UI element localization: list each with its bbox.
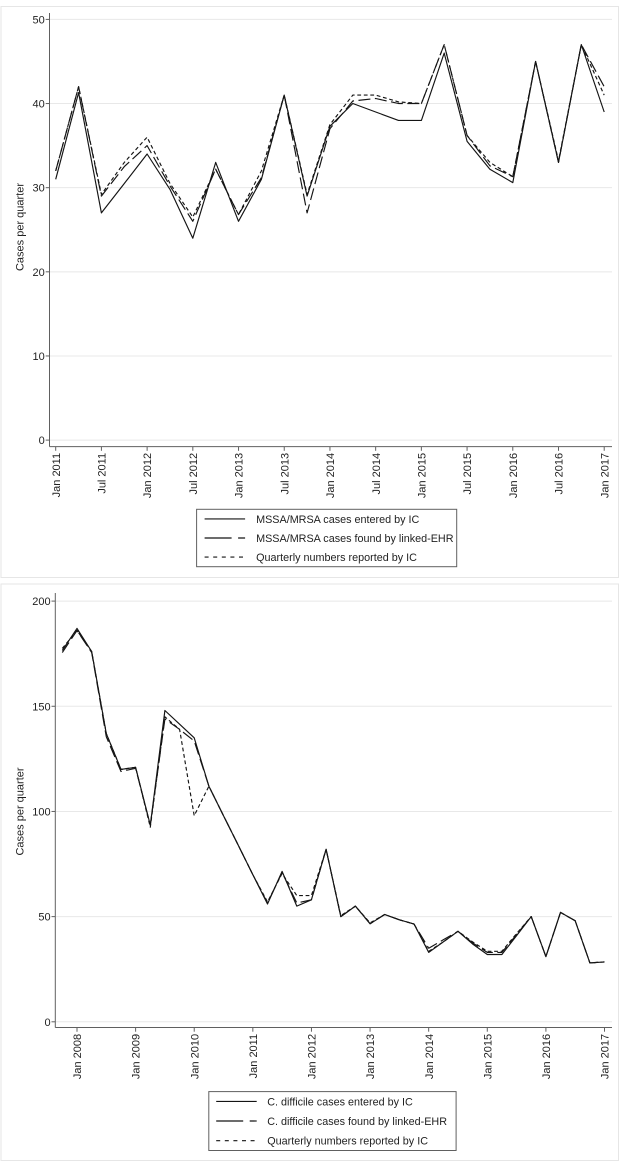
svg-text:Jan 2010: Jan 2010: [189, 1034, 201, 1079]
svg-text:0: 0: [44, 1017, 50, 1029]
svg-text:150: 150: [32, 701, 50, 713]
svg-text:Jul 2011: Jul 2011: [97, 453, 109, 494]
svg-text:Quarterly numbers reported by: Quarterly numbers reported by IC: [267, 1136, 428, 1148]
svg-text:Jul 2015: Jul 2015: [462, 453, 474, 495]
svg-text:Jan 2014: Jan 2014: [325, 453, 337, 498]
svg-text:Jan 2012: Jan 2012: [307, 1034, 319, 1079]
svg-text:Jan 2011: Jan 2011: [51, 453, 63, 497]
svg-text:Jul 2012: Jul 2012: [188, 453, 200, 495]
svg-text:20: 20: [33, 267, 45, 279]
svg-text:Cases per quarter: Cases per quarter: [14, 183, 26, 271]
svg-text:50: 50: [33, 14, 45, 26]
svg-text:Jan 2015: Jan 2015: [482, 1034, 494, 1079]
svg-text:Jan 2013: Jan 2013: [365, 1034, 377, 1079]
svg-text:Jul 2013: Jul 2013: [279, 453, 291, 495]
svg-text:Jan 2008: Jan 2008: [72, 1034, 84, 1079]
svg-text:40: 40: [33, 99, 45, 111]
svg-text:0: 0: [39, 435, 45, 447]
svg-text:Cases per quarter: Cases per quarter: [14, 767, 26, 855]
svg-text:MSSA/MRSA cases entered by IC: MSSA/MRSA cases entered by IC: [256, 514, 419, 526]
svg-text:Jan 2011: Jan 2011: [248, 1034, 260, 1078]
svg-text:Jan 2016: Jan 2016: [508, 453, 520, 498]
svg-text:100: 100: [32, 806, 50, 818]
svg-text:30: 30: [33, 183, 45, 195]
svg-text:Jan 2016: Jan 2016: [541, 1034, 553, 1079]
svg-text:C. difficile cases entered by: C. difficile cases entered by IC: [267, 1096, 413, 1108]
svg-text:Jan 2015: Jan 2015: [416, 453, 428, 498]
svg-text:10: 10: [33, 351, 45, 363]
svg-text:Jan 2017: Jan 2017: [599, 453, 611, 498]
svg-text:200: 200: [32, 596, 50, 608]
svg-text:Jan 2017: Jan 2017: [600, 1034, 612, 1079]
svg-text:Jan 2014: Jan 2014: [424, 1034, 436, 1079]
svg-text:Jan 2012: Jan 2012: [142, 453, 154, 498]
svg-text:C. difficile cases found by li: C. difficile cases found by linked-EHR: [267, 1116, 447, 1128]
svg-text:Jul 2016: Jul 2016: [554, 453, 566, 495]
svg-text:MSSA/MRSA cases found by linke: MSSA/MRSA cases found by linked-EHR: [256, 533, 454, 545]
svg-text:Quarterly numbers reported by: Quarterly numbers reported by IC: [256, 552, 417, 564]
svg-text:Jul 2014: Jul 2014: [371, 453, 383, 495]
svg-text:Jan 2009: Jan 2009: [131, 1034, 143, 1079]
svg-text:Jan 2013: Jan 2013: [234, 453, 246, 498]
svg-text:50: 50: [38, 912, 50, 924]
